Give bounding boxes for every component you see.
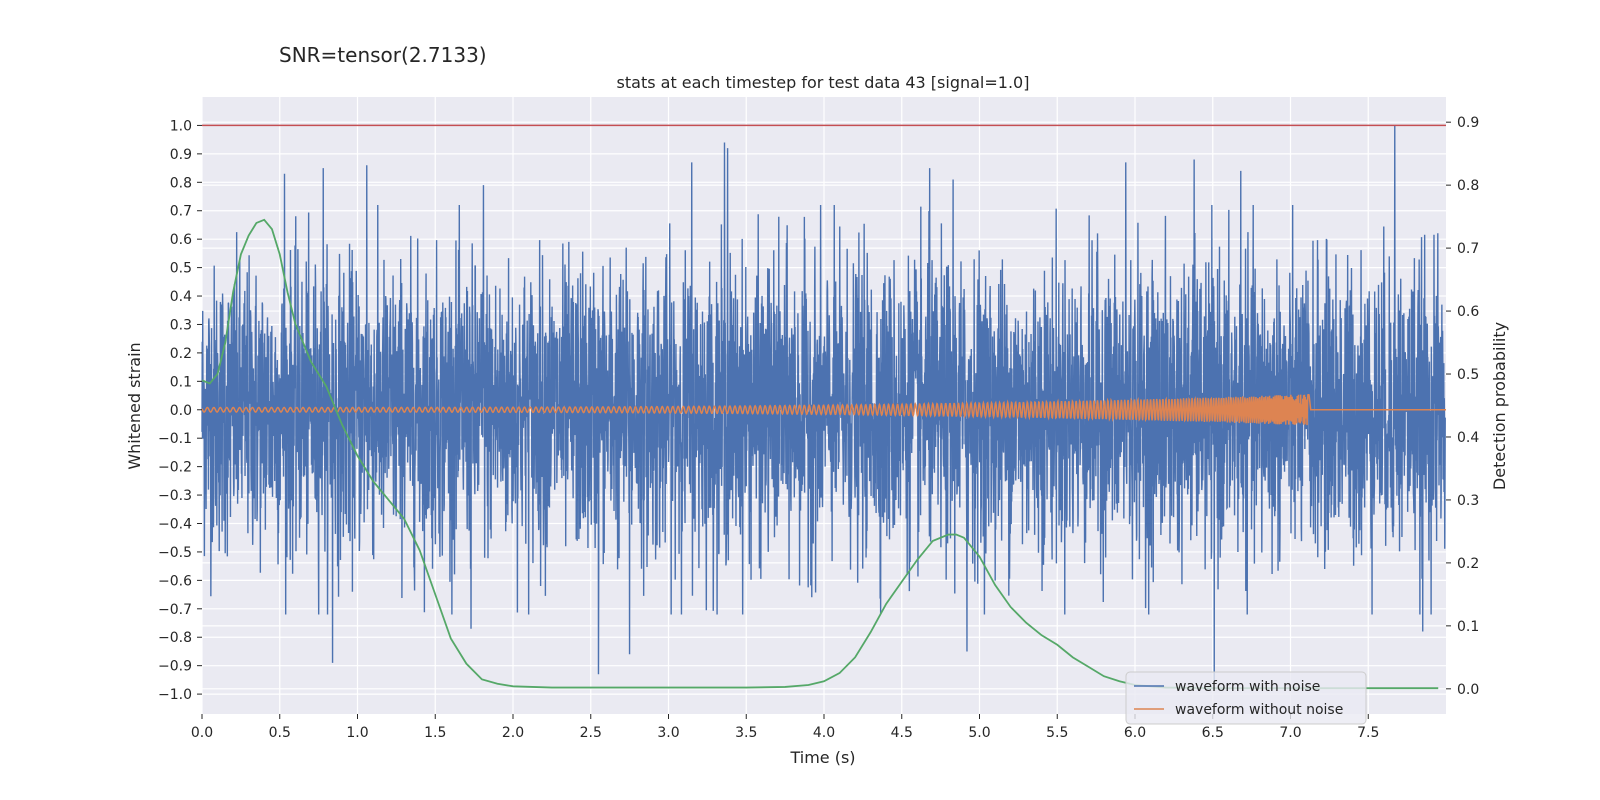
- y-tick-label: 0.4: [170, 289, 192, 305]
- y2-tick-label: 0.8: [1457, 178, 1479, 194]
- x-tick-label: 1.5: [424, 725, 446, 741]
- x-tick-label: 5.5: [1046, 725, 1068, 741]
- y-tick-label: −0.9: [158, 659, 192, 675]
- y-tick-label: −0.5: [158, 545, 192, 561]
- y2-tick-label: 0.7: [1457, 241, 1479, 257]
- x-tick-label: 4.0: [813, 725, 835, 741]
- x-tick-label: 3.0: [657, 725, 679, 741]
- legend-box: [1125, 671, 1367, 725]
- legend-label-noise: waveform with noise: [1175, 679, 1320, 695]
- y-tick-label: −0.3: [158, 488, 192, 504]
- x-tick-label: 6.5: [1202, 725, 1224, 741]
- chart-title: stats at each timestep for test data 43 …: [617, 73, 1030, 92]
- noise-waveform-series: [201, 125, 1446, 683]
- y-tick-label: 0.5: [170, 261, 192, 277]
- y2-tick-label: 0.6: [1457, 304, 1479, 320]
- x-tick-label: 2.0: [502, 725, 524, 741]
- y2-tick-label: 0.3: [1457, 493, 1479, 509]
- y2-tick-label: 0.5: [1457, 367, 1479, 383]
- y-tick-label: −0.7: [158, 602, 192, 618]
- x-tick-label: 0.0: [191, 725, 213, 741]
- y2-tick-label: 0.1: [1457, 619, 1479, 635]
- x-tick-label: 6.0: [1124, 725, 1146, 741]
- y-tick-label: 0.6: [170, 232, 192, 248]
- y-tick-label: 0.8: [170, 175, 192, 191]
- noise-waveform-line: [201, 125, 1446, 683]
- y-tick-label: 0.7: [170, 204, 192, 220]
- x-tick-label: 7.0: [1279, 725, 1301, 741]
- detection-probability-series: [201, 218, 1439, 690]
- y-axis-label-right: Detection probability: [1490, 322, 1509, 490]
- x-tick-label: 3.5: [735, 725, 757, 741]
- y-tick-label: −0.2: [158, 460, 192, 476]
- y-tick-label: −0.4: [158, 516, 192, 532]
- y-tick-label: 0.2: [170, 346, 192, 362]
- y-tick-label: 0.0: [170, 403, 192, 419]
- x-ticks: 0.0 0.5 1.0 1.5 2.0 2.5 3.0 3.5 4.0 4.5 5.0 5.5 6.0 6…: [191, 714, 1379, 741]
- detection-probability-line: [201, 218, 1439, 690]
- y-tick-label: 0.1: [170, 374, 192, 390]
- y-ticks-left: 1.0 0.9 0.8 0.7 0.6 0.5 0.4 0.3 0.2 0.1 0.0 −0.1 −0.…: [158, 118, 202, 703]
- x-tick-label: 1.0: [346, 725, 368, 741]
- y-tick-label: −1.0: [158, 687, 192, 703]
- y-tick-label: −0.1: [158, 431, 192, 447]
- y-tick-label: −0.6: [158, 573, 192, 589]
- y-tick-label: 1.0: [170, 118, 192, 134]
- x-tick-label: 5.0: [968, 725, 990, 741]
- y2-tick-label: 0.2: [1457, 556, 1479, 572]
- x-tick-label: 2.5: [580, 725, 602, 741]
- y2-tick-label: 0.0: [1457, 682, 1479, 698]
- y2-tick-label: 0.4: [1457, 430, 1479, 446]
- y-tick-label: 0.9: [170, 147, 192, 163]
- legend: waveform with noise waveform without noi…: [1125, 671, 1367, 725]
- chirp-waveform-line: [201, 393, 1446, 426]
- chirp-waveform-series: [201, 393, 1446, 426]
- x-tick-label: 7.5: [1357, 725, 1379, 741]
- x-axis-label: Time (s): [789, 748, 855, 767]
- y-tick-label: −0.8: [158, 630, 192, 646]
- legend-label-clean: waveform without noise: [1175, 702, 1343, 718]
- y-tick-label: 0.3: [170, 317, 192, 333]
- y-axis-label-left: Whitened strain: [125, 342, 144, 469]
- x-tick-label: 4.5: [891, 725, 913, 741]
- x-tick-label: 0.5: [269, 725, 291, 741]
- y2-tick-label: 0.9: [1457, 115, 1479, 131]
- snr-suptitle: SNR=tensor(2.7133): [279, 43, 487, 67]
- y-ticks-right: 0.9 0.8 0.7 0.6 0.5 0.4 0.3 0.2 0.1 0.0: [1446, 115, 1479, 698]
